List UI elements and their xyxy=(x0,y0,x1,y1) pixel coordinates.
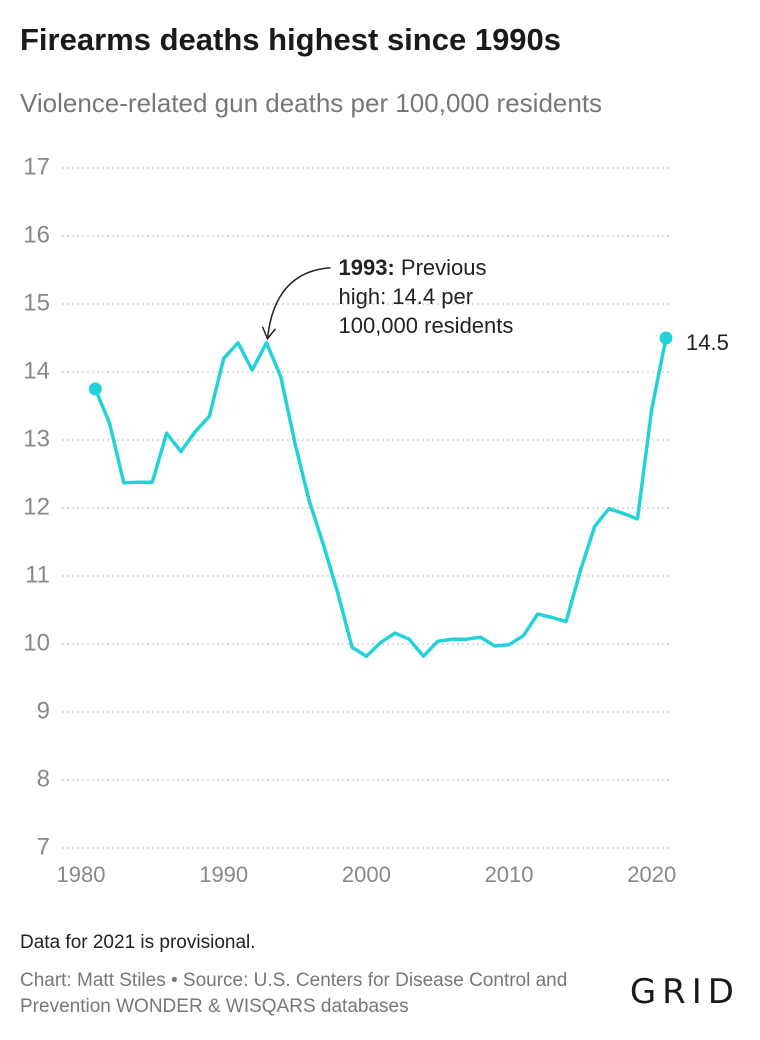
grid-logo: GRID xyxy=(629,972,740,1012)
y-tick-label: 11 xyxy=(25,561,50,588)
annotation-line-1: 1993: Previous xyxy=(338,255,492,280)
source-credit: Chart: Matt Stiles • Source: U.S. Center… xyxy=(20,970,568,1017)
annotation-line-3: 100,000 residents xyxy=(338,313,513,338)
y-tick-label: 13 xyxy=(23,425,50,452)
y-tick-label: 14 xyxy=(23,357,50,384)
end-point-marker xyxy=(659,331,673,345)
start-point-marker xyxy=(88,382,102,396)
annotation-line-2: high: 14.4 per xyxy=(338,284,473,309)
y-tick-label: 7 xyxy=(37,833,50,860)
annotation-line-1-rest: Previous xyxy=(401,255,487,280)
y-tick-label: 12 xyxy=(23,493,50,520)
y-tick-label: 16 xyxy=(23,221,50,248)
y-tick-label: 15 xyxy=(23,289,50,316)
footnote: Data for 2021 is provisional. xyxy=(20,932,256,953)
y-tick-label: 9 xyxy=(37,697,50,724)
y-tick-label: 17 xyxy=(23,153,50,180)
chart-subtitle: Violence-related gun deaths per 100,000 … xyxy=(20,88,603,118)
x-tick-label: 2020 xyxy=(627,862,676,887)
annotation-text: 1993: Previous high: 14.4 per 100,000 re… xyxy=(338,255,513,338)
x-tick-label: 2010 xyxy=(485,862,534,887)
y-tick-label: 8 xyxy=(37,765,50,792)
annotation-year: 1993: xyxy=(338,255,394,280)
y-tick-label: 10 xyxy=(23,629,50,656)
x-tick-label: 1980 xyxy=(57,862,106,887)
end-value-label: 14.5 xyxy=(686,330,729,355)
line-chart: 7 8 9 10 11 12 13 14 15 16 17 1980 1990 2000 2010 2020… xyxy=(23,153,729,887)
series-line xyxy=(93,336,668,658)
x-tick-label: 1990 xyxy=(199,862,248,887)
chart-title: Firearms deaths highest since 1990s xyxy=(20,22,562,57)
y-axis-tick-labels: 7 8 9 10 11 12 13 14 15 16 17 xyxy=(23,153,50,860)
x-tick-label: 2000 xyxy=(342,862,391,887)
annotation-arrow xyxy=(266,267,331,339)
annotation-arrowhead xyxy=(261,326,277,341)
x-axis-tick-labels: 1980 1990 2000 2010 2020 xyxy=(57,862,677,887)
